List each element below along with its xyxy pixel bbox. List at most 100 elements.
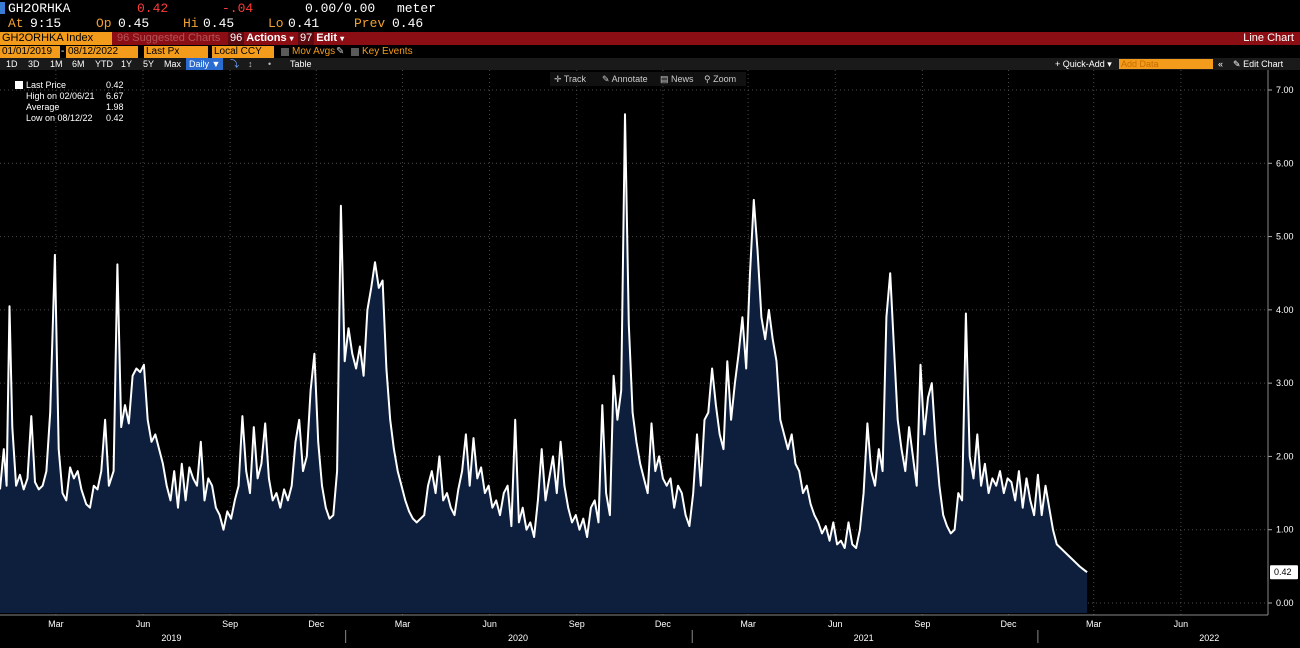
x-tick-label: Jun — [136, 619, 151, 629]
year-label: 2019 — [161, 633, 181, 643]
legend-average-value: 1.98 — [106, 102, 124, 112]
year-label: 2022 — [1199, 633, 1219, 643]
x-tick-label: Sep — [569, 619, 585, 629]
legend-high[interactable]: High on 02/06/21 6.67 — [8, 91, 128, 102]
date-separator: - — [61, 46, 65, 57]
chevron-down-icon: ▼ — [211, 59, 221, 69]
zoom-label: Zoom — [713, 74, 737, 84]
series-line[interactable] — [0, 113, 1088, 573]
x-tick-label: Mar — [48, 619, 64, 629]
annotate-button[interactable]: ✎ Annotate — [602, 72, 648, 86]
high-label: Hi — [183, 16, 199, 31]
y-tick-label: 4.00 — [1276, 305, 1294, 315]
pencil-icon[interactable]: ✎ — [336, 46, 345, 57]
quick-add-button[interactable]: + Quick-Add ▾ — [1055, 58, 1112, 70]
period-max[interactable]: Max — [164, 59, 182, 69]
actions-label: Actions — [246, 32, 287, 44]
frequency-select[interactable]: Daily ▼ — [186, 58, 224, 70]
x-tick-label: Dec — [655, 619, 672, 629]
table-button[interactable]: Table — [290, 59, 312, 69]
year-label: 2021 — [854, 633, 874, 643]
mov-avgs-label[interactable]: Mov Avgs — [292, 46, 336, 57]
legend-low-label: Low on 08/12/22 — [26, 113, 93, 123]
chart-legend: Last Price 0.42 High on 02/06/21 6.67 Av… — [8, 80, 128, 124]
y-tick-label: 3.00 — [1276, 378, 1294, 388]
legend-last-price-label: Last Price — [26, 80, 67, 90]
y-tick-label: 7.00 — [1276, 85, 1294, 95]
y-tick-label: 1.00 — [1276, 525, 1294, 535]
line-style-icon[interactable]: ⤵ — [230, 59, 240, 69]
legend-average-bg — [70, 103, 105, 112]
prev-value: 0.46 — [392, 16, 424, 31]
price-field-select[interactable]: Last Px — [144, 46, 208, 58]
ticker-symbol[interactable]: GH2ORHKA — [8, 1, 71, 16]
high-value: 0.45 — [203, 16, 235, 31]
actions-menu[interactable]: 96 Actions ▾ — [228, 32, 294, 45]
crosshair-icon: ✛ — [554, 74, 562, 84]
start-date-field[interactable]: 01/01/2019 — [0, 46, 60, 58]
legend-low-value: 0.42 — [106, 113, 124, 123]
ticker-marker — [0, 2, 5, 14]
mov-avgs-checkbox[interactable] — [281, 48, 289, 56]
x-tick-label: Mar — [1086, 619, 1102, 629]
frequency-label: Daily — [189, 59, 210, 69]
period-ytd[interactable]: YTD — [95, 59, 113, 69]
quick-add-label: + Quick-Add — [1055, 59, 1105, 69]
security-field[interactable]: GH2ORHKA Index — [0, 32, 112, 45]
magnifier-icon: ⚲ — [704, 74, 711, 84]
x-tick-label: Mar — [395, 619, 411, 629]
ticker-unit: meter — [397, 1, 437, 16]
legend-high-label: High on 02/06/21 — [26, 91, 95, 101]
period-5y[interactable]: 5Y — [143, 59, 155, 69]
x-tick-label: Jun — [1174, 619, 1189, 629]
ticker-change: -.04 — [222, 1, 254, 16]
low-label: Lo — [268, 16, 284, 31]
legend-high-bg — [25, 92, 105, 101]
news-label: News — [671, 74, 694, 84]
period-bar: 1D 3D 1M 6M YTD 1Y 5Y Max Daily ▼ ⤵ ↕ • … — [0, 58, 1300, 70]
edit-label: Edit — [316, 32, 338, 44]
zoom-button[interactable]: ⚲ Zoom — [704, 72, 736, 86]
y-tick-label: 5.00 — [1276, 232, 1294, 242]
chart-toolbar: ✛ Track ✎ Annotate ▤ News ⚲ Zoom — [550, 72, 746, 86]
period-1y[interactable]: 1Y — [121, 59, 133, 69]
more-icon[interactable]: • — [268, 59, 272, 69]
prev-label: Prev — [354, 16, 386, 31]
legend-last-price[interactable]: Last Price 0.42 — [8, 80, 128, 91]
edit-menu[interactable]: 97 Edit ▾ — [298, 32, 344, 45]
chart-type-label: Line Chart — [1243, 32, 1294, 44]
chevron-down-icon: ▾ — [1107, 59, 1112, 69]
legend-high-value: 6.67 — [106, 91, 124, 101]
legend-average[interactable]: Average 1.98 — [8, 102, 128, 113]
x-tick-label: Dec — [308, 619, 325, 629]
edit-chart-button[interactable]: ✎ Edit Chart — [1233, 58, 1283, 70]
y-tick-label: 2.00 — [1276, 451, 1294, 461]
series-area — [0, 114, 1088, 613]
legend-low[interactable]: Low on 08/12/22 0.42 — [8, 113, 128, 124]
x-tick-label: Jun — [828, 619, 843, 629]
ticker-last: 0.42 — [137, 1, 169, 16]
line-chart[interactable]: 0.00 1.00 2.00 3.00 4.00 5.00 6.00 7.00 Mar Jun Se… — [0, 70, 1300, 648]
period-6m[interactable]: 6M — [72, 59, 85, 69]
compare-icon[interactable]: ↕ — [248, 59, 253, 69]
collapse-icon[interactable]: « — [1218, 59, 1224, 69]
period-1m[interactable]: 1M — [50, 59, 63, 69]
news-icon: ▤ — [660, 74, 669, 84]
chevron-down-icon: ▾ — [289, 34, 294, 43]
period-1d[interactable]: 1D — [6, 59, 18, 69]
key-events-label[interactable]: Key Events — [362, 46, 413, 57]
currency-select[interactable]: Local CCY — [212, 46, 274, 58]
key-events-checkbox[interactable] — [351, 48, 359, 56]
end-date-field[interactable]: 08/12/2022 — [66, 46, 138, 58]
series-checkbox[interactable] — [15, 81, 23, 89]
news-button[interactable]: ▤ News — [660, 72, 694, 86]
legend-last-price-value: 0.42 — [106, 80, 124, 90]
y-tick-label: 6.00 — [1276, 158, 1294, 168]
period-3d[interactable]: 3D — [28, 59, 40, 69]
actions-number: 96 — [228, 32, 245, 45]
track-button[interactable]: ✛ Track — [554, 72, 586, 86]
low-value: 0.41 — [288, 16, 320, 31]
x-tick-label: Mar — [740, 619, 756, 629]
suggested-charts-button[interactable]: 96 Suggested Charts — [117, 32, 221, 44]
add-data-input[interactable]: Add Data — [1119, 59, 1213, 69]
